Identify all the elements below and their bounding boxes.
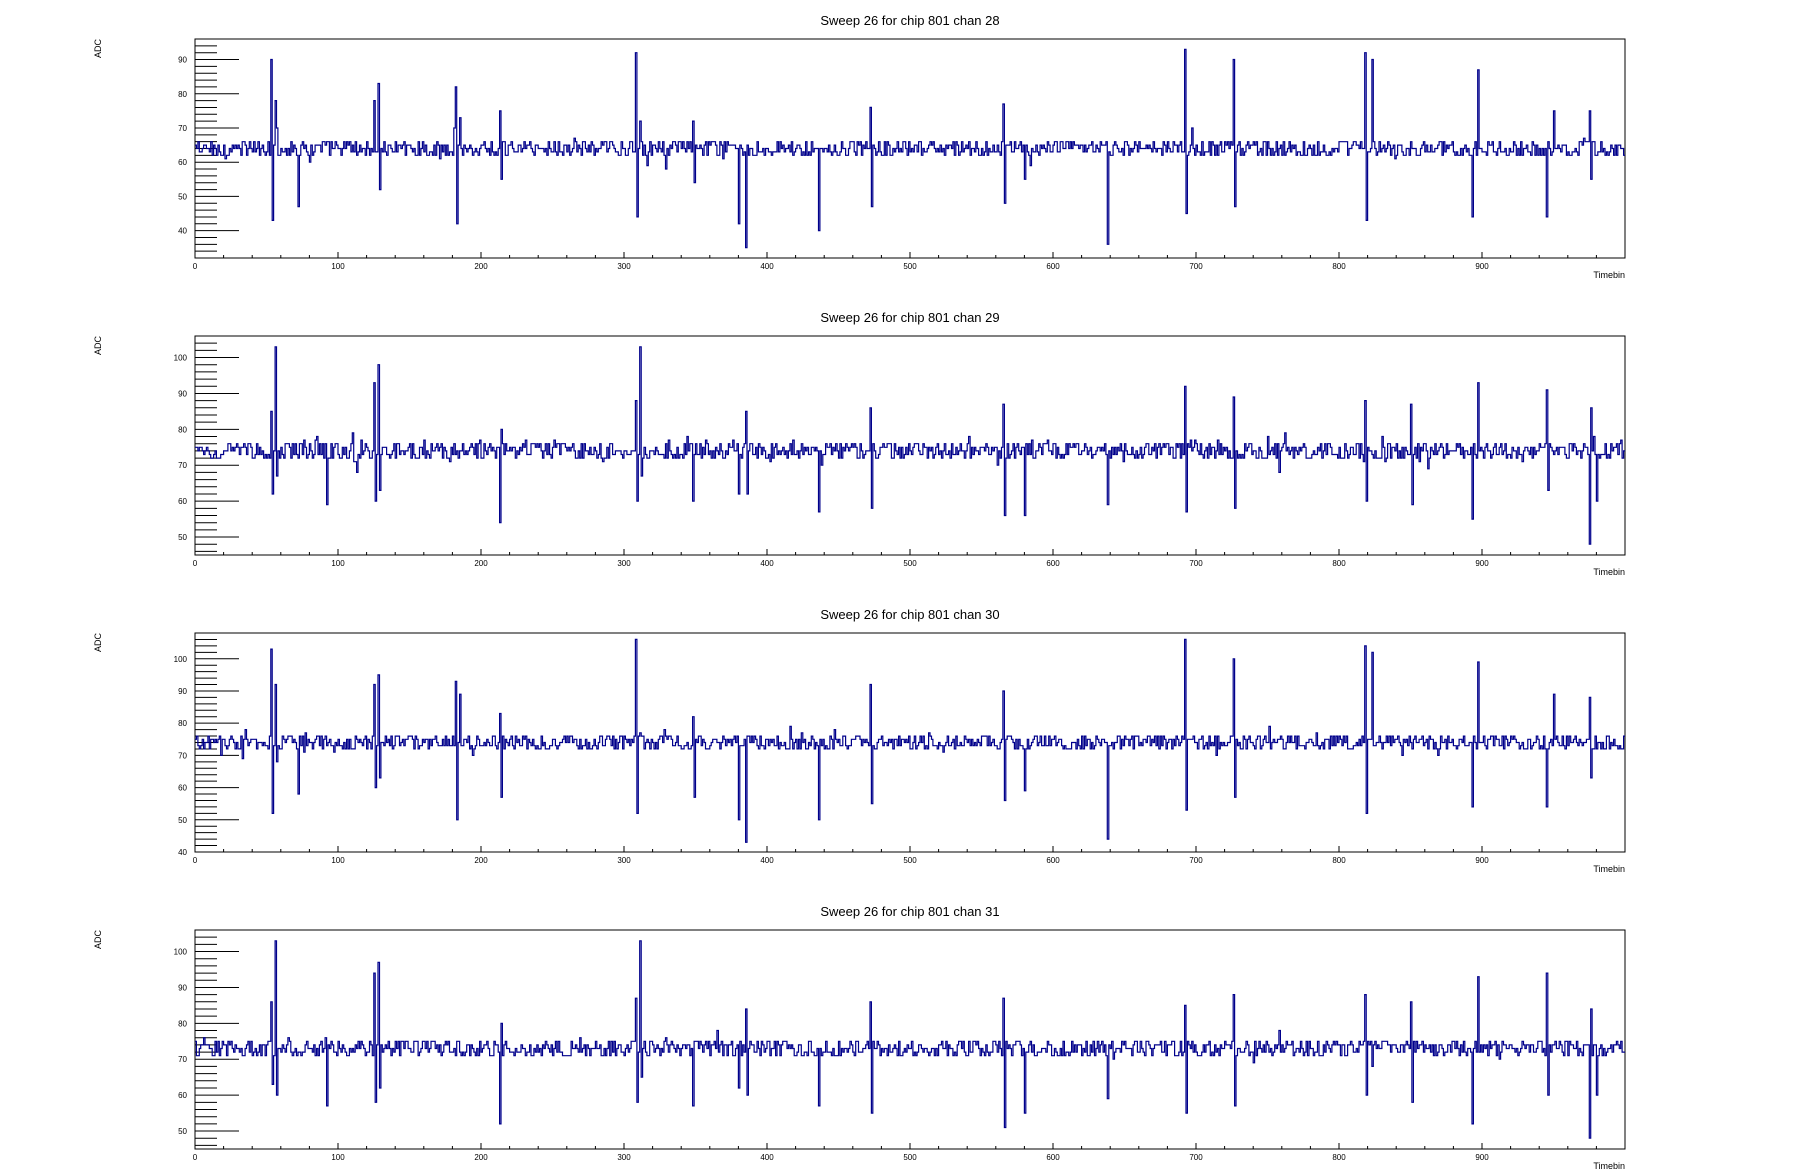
adc-series-line: [195, 638, 1625, 843]
y-axis-label: ADC: [93, 39, 103, 59]
y-tick-label: 70: [178, 461, 187, 470]
chart-title: Sweep 26 for chip 801 chan 30: [820, 607, 999, 622]
x-tick-label: 200: [474, 559, 488, 568]
y-tick-label: 100: [174, 948, 188, 957]
y-tick-label: 50: [178, 192, 187, 201]
y-tick-label: 60: [178, 158, 187, 167]
x-tick-label: 300: [617, 559, 631, 568]
y-tick-label: 60: [178, 497, 187, 506]
x-tick-label: 100: [331, 856, 345, 865]
y-tick-label: 80: [178, 90, 187, 99]
x-tick-label: 200: [474, 262, 488, 271]
x-tick-label: 0: [193, 856, 198, 865]
x-tick-label: 600: [1046, 559, 1060, 568]
x-tick-label: 800: [1332, 559, 1346, 568]
x-tick-label: 600: [1046, 262, 1060, 271]
y-axis-label: ADC: [93, 633, 103, 653]
x-tick-label: 900: [1475, 1153, 1489, 1162]
y-axis-label: ADC: [93, 930, 103, 950]
y-tick-label: 90: [178, 389, 187, 398]
x-tick-label: 300: [617, 856, 631, 865]
x-tick-label: 700: [1189, 559, 1203, 568]
adc-series-line: [195, 940, 1625, 1139]
x-tick-label: 900: [1475, 262, 1489, 271]
x-tick-label: 600: [1046, 1153, 1060, 1162]
x-tick-label: 700: [1189, 856, 1203, 865]
x-tick-label: 0: [193, 559, 198, 568]
x-tick-label: 800: [1332, 262, 1346, 271]
x-tick-label: 300: [617, 262, 631, 271]
x-tick-label: 900: [1475, 856, 1489, 865]
adc-series-line: [195, 48, 1625, 249]
x-tick-label: 0: [193, 1153, 198, 1162]
y-tick-label: 40: [178, 227, 187, 236]
y-tick-label: 80: [178, 719, 187, 728]
x-tick-label: 0: [193, 262, 198, 271]
x-axis-label: Timebin: [1593, 1161, 1625, 1171]
chart-panel: Sweep 26 for chip 801 chan 31 ADC Timebin 5…: [93, 904, 1626, 1171]
x-tick-label: 100: [331, 559, 345, 568]
chart-title: Sweep 26 for chip 801 chan 29: [820, 310, 999, 325]
x-tick-label: 500: [903, 262, 917, 271]
x-tick-label: 800: [1332, 1153, 1346, 1162]
x-tick-label: 100: [331, 1153, 345, 1162]
y-tick-label: 70: [178, 1055, 187, 1064]
x-tick-label: 400: [760, 559, 774, 568]
x-tick-label: 400: [760, 856, 774, 865]
y-tick-label: 60: [178, 784, 187, 793]
x-tick-label: 300: [617, 1153, 631, 1162]
y-tick-label: 70: [178, 124, 187, 133]
y-tick-label: 70: [178, 751, 187, 760]
y-tick-label: 90: [178, 687, 187, 696]
x-axis-label: Timebin: [1593, 864, 1625, 874]
chart-title: Sweep 26 for chip 801 chan 28: [820, 13, 999, 28]
x-tick-label: 400: [760, 1153, 774, 1162]
chart-panel: Sweep 26 for chip 801 chan 29 ADC Timebin 5…: [93, 310, 1626, 577]
chart-panel: Sweep 26 for chip 801 chan 28 ADC Timebin 4…: [93, 13, 1626, 280]
y-axis-label: ADC: [93, 336, 103, 356]
y-tick-label: 50: [178, 816, 187, 825]
y-tick-label: 90: [178, 983, 187, 992]
y-tick-label: 40: [178, 848, 187, 857]
x-tick-label: 600: [1046, 856, 1060, 865]
chart-title: Sweep 26 for chip 801 chan 31: [820, 904, 999, 919]
chart-panel: Sweep 26 for chip 801 chan 30 ADC Timebin 4…: [93, 607, 1626, 874]
adc-series-line: [195, 346, 1625, 545]
y-tick-label: 100: [174, 655, 188, 664]
y-tick-label: 50: [178, 1127, 187, 1136]
y-tick-label: 80: [178, 425, 187, 434]
chart-panels: Sweep 26 for chip 801 chan 28 ADC Timebin 4…: [93, 13, 1626, 1171]
x-axis-label: Timebin: [1593, 567, 1625, 577]
x-tick-label: 900: [1475, 559, 1489, 568]
x-tick-label: 500: [903, 559, 917, 568]
y-tick-label: 100: [174, 354, 188, 363]
x-tick-label: 100: [331, 262, 345, 271]
x-tick-label: 700: [1189, 262, 1203, 271]
y-tick-label: 50: [178, 533, 187, 542]
x-tick-label: 200: [474, 1153, 488, 1162]
y-tick-label: 90: [178, 56, 187, 65]
y-tick-label: 60: [178, 1091, 187, 1100]
x-tick-label: 200: [474, 856, 488, 865]
x-tick-label: 500: [903, 856, 917, 865]
x-tick-label: 700: [1189, 1153, 1203, 1162]
x-tick-label: 400: [760, 262, 774, 271]
y-tick-label: 80: [178, 1019, 187, 1028]
x-tick-label: 800: [1332, 856, 1346, 865]
x-axis-label: Timebin: [1593, 270, 1625, 280]
x-tick-label: 500: [903, 1153, 917, 1162]
